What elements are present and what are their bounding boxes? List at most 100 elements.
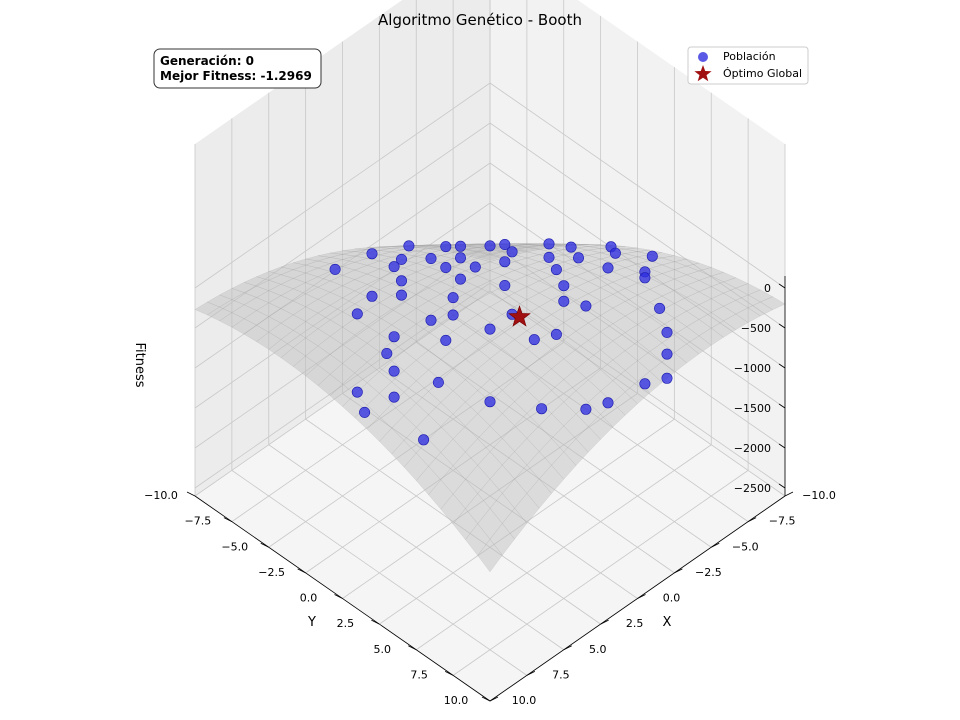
best-fitness-label: Mejor Fitness: -1.2969 xyxy=(160,69,312,83)
population-point xyxy=(484,396,496,408)
info-box-frame xyxy=(153,48,322,89)
population-point xyxy=(366,248,378,260)
grid-line xyxy=(194,82,786,289)
y-tick-mark xyxy=(186,491,196,497)
population-point xyxy=(388,391,400,403)
population-point xyxy=(661,348,673,360)
population-point xyxy=(499,239,511,251)
population-point xyxy=(543,238,555,250)
population-point xyxy=(395,253,407,265)
z-axis-label: Fitness xyxy=(132,342,147,387)
population-point xyxy=(403,240,415,252)
population-point xyxy=(366,290,378,302)
axis-edge xyxy=(194,495,786,702)
x-tick-label: 2.5 xyxy=(626,617,644,630)
grid-line xyxy=(194,122,786,329)
y-tick-label: −10.0 xyxy=(144,489,178,502)
legend-optimum-label: Óptimo Global xyxy=(723,67,802,80)
population-point xyxy=(484,240,496,252)
legend-frame xyxy=(687,46,809,85)
population-point xyxy=(550,264,562,276)
population-point xyxy=(580,403,592,415)
population-point xyxy=(440,334,452,346)
z-tick-mark xyxy=(778,483,786,489)
z-tick-mark xyxy=(778,403,786,409)
population-point xyxy=(646,250,658,262)
population-point xyxy=(418,434,430,446)
population-point xyxy=(661,372,673,384)
x-tick-label: 5.0 xyxy=(589,643,607,656)
grid-line xyxy=(231,470,528,676)
population-point xyxy=(395,289,407,301)
y-tick-label: 5.0 xyxy=(374,643,392,656)
population-point xyxy=(469,261,481,273)
surface-cell xyxy=(477,538,503,573)
grid-line xyxy=(194,162,786,369)
population-point xyxy=(381,347,393,359)
y-tick-label: −5.0 xyxy=(221,540,248,553)
population-point xyxy=(558,295,570,307)
population-point xyxy=(602,262,614,274)
population-point xyxy=(602,397,614,409)
population-point xyxy=(506,246,518,258)
x-tick-mark xyxy=(784,491,794,497)
population-points xyxy=(329,238,673,446)
x-tick-label: −10.0 xyxy=(802,489,836,502)
z-tick-label: −1000 xyxy=(734,362,771,375)
population-point xyxy=(639,378,651,390)
population-point xyxy=(499,279,511,291)
population-point xyxy=(543,251,555,263)
grid-line xyxy=(194,202,786,409)
x-tick-label: 0.0 xyxy=(663,592,681,605)
legend: Población Óptimo Global xyxy=(687,46,809,85)
population-point xyxy=(440,241,452,253)
population-point xyxy=(550,328,562,340)
legend-population-label: Población xyxy=(723,50,776,63)
population-point xyxy=(580,300,592,312)
chart-title: Algoritmo Genético - Booth xyxy=(378,11,582,29)
z-tick-mark xyxy=(778,443,786,449)
z-tick-label: −500 xyxy=(741,322,771,335)
legend-optimum-marker xyxy=(694,65,712,82)
population-point xyxy=(351,308,363,320)
surface-mesh xyxy=(194,243,786,573)
population-point xyxy=(440,261,452,273)
x-tick-label: 10.0 xyxy=(512,694,537,707)
y-axis-label: Y xyxy=(307,615,316,630)
population-point xyxy=(447,292,459,304)
y-tick-label: −7.5 xyxy=(185,515,212,528)
y-tick-label: −2.5 xyxy=(258,566,285,579)
population-point xyxy=(639,272,651,284)
population-point xyxy=(388,331,400,343)
population-point xyxy=(359,406,371,418)
global-optimum-star xyxy=(508,305,531,327)
population-point xyxy=(454,273,466,285)
y-tick-label: 0.0 xyxy=(300,592,318,605)
generation-label: Generación: 0 xyxy=(160,54,254,68)
population-point xyxy=(454,252,466,264)
grid-line xyxy=(305,418,601,625)
population-point xyxy=(565,241,577,253)
grid-line xyxy=(416,444,712,651)
population-point xyxy=(572,252,584,264)
x-tick-label: −7.5 xyxy=(769,515,796,528)
x-tick-label: −5.0 xyxy=(732,540,759,553)
population-point xyxy=(536,403,548,415)
population-point xyxy=(484,323,496,335)
x-tick-label: −2.5 xyxy=(695,566,722,579)
z-tick-mark xyxy=(778,363,786,369)
x-axis-label: X xyxy=(663,615,672,630)
population-point xyxy=(654,302,666,314)
y-tick-label: 2.5 xyxy=(337,617,355,630)
population-point xyxy=(499,256,511,268)
info-box: Generación: 0 Mejor Fitness: -1.2969 xyxy=(153,48,322,89)
z-tick-mark xyxy=(778,323,786,329)
grid-line xyxy=(268,444,564,651)
z-tick-label: −2000 xyxy=(734,442,771,455)
y-tick-label: 7.5 xyxy=(410,668,428,681)
population-point xyxy=(395,275,407,287)
z-tick-label: −1500 xyxy=(734,402,771,415)
axis-ticks: −10.0 −7.5 −5.0 −2.5 0.0 2.5 5.0 7.5 10.0 −10.0 −7… xyxy=(144,276,836,707)
population-point xyxy=(447,309,459,321)
